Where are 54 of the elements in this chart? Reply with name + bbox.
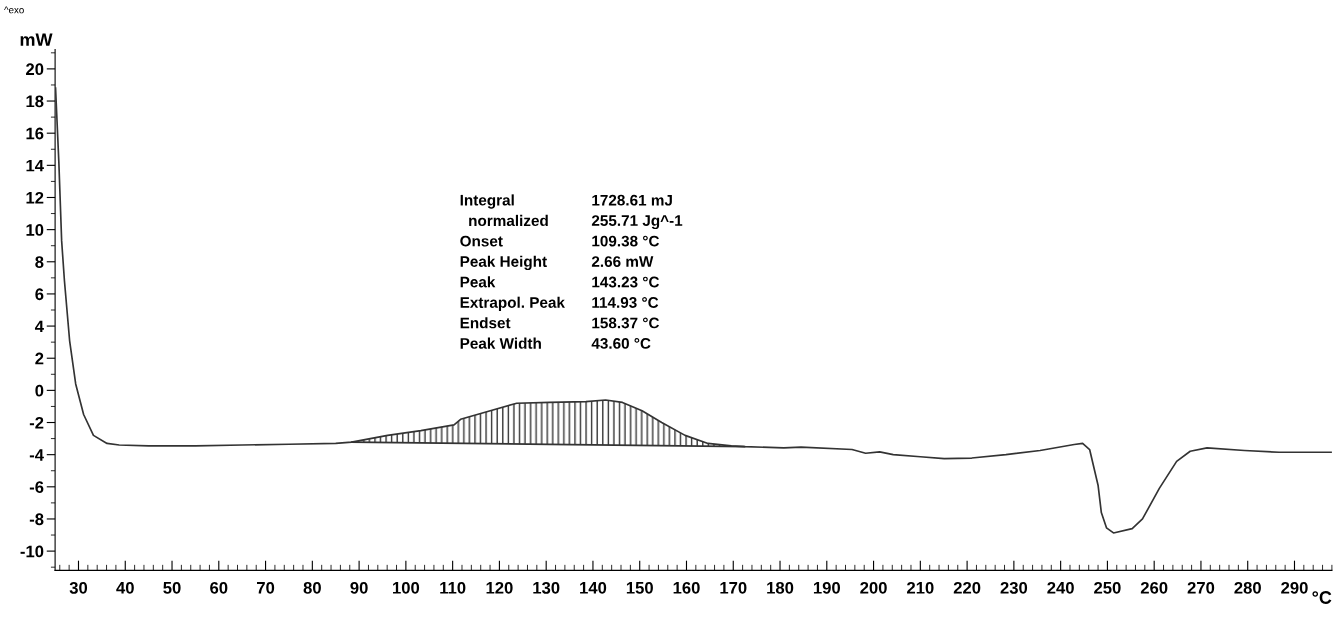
y-axis-title: mW	[20, 33, 53, 46]
x-tick-label: 70	[257, 581, 275, 594]
x-tick-label: 210	[907, 581, 934, 594]
x-tick-label: 80	[303, 581, 321, 594]
y-tick-label: 6	[35, 288, 44, 301]
x-tick-label: 110	[440, 581, 466, 594]
x-tick-label: 230	[1000, 581, 1028, 594]
text: Peak Height 2.66 mW	[460, 255, 654, 271]
x-tick-label: 200	[860, 581, 887, 594]
text: Endset 158.37 °C	[460, 317, 660, 329]
x-tick-label: 190	[813, 581, 841, 594]
x-tick-label: 160	[673, 581, 700, 594]
x-tick-label: 90	[350, 581, 368, 594]
x-tick-label: 150	[626, 581, 653, 594]
y-tick-label: -10	[20, 545, 44, 558]
y-tick-label: 20	[26, 63, 44, 76]
x-axis-title: °C	[1312, 591, 1332, 604]
x-tick-label: 120	[486, 581, 513, 594]
x-tick-label: 30	[69, 581, 88, 594]
text: Extrapol. Peak 114.93 °C	[460, 296, 659, 311]
x-tick-label: 60	[210, 581, 228, 594]
x-tick-label: 40	[116, 581, 134, 594]
y-tick-label: 18	[26, 95, 44, 108]
x-tick-label: 220	[953, 581, 981, 594]
x-tick-label: 260	[1140, 581, 1168, 594]
x-tick-label: 290	[1281, 581, 1308, 594]
x-tick-label: 130	[533, 581, 560, 594]
text: Peak Width 43.60 °C	[460, 337, 651, 349]
y-tick-label: 16	[26, 127, 44, 140]
x-tick-label: 280	[1234, 581, 1261, 594]
y-tick-label: 2	[35, 352, 44, 365]
x-tick-label: 140	[580, 581, 607, 594]
text: Peak 143.23 °C	[460, 276, 660, 288]
text: Integral 1728.61 mJ	[460, 194, 672, 209]
x-tick-label: 270	[1187, 581, 1215, 594]
y-tick-label: 4	[34, 320, 44, 333]
y-tick-label: 0	[35, 384, 44, 397]
x-tick-label: 250	[1094, 581, 1121, 594]
x-tick-label: 180	[767, 581, 794, 594]
y-tick-label: -2	[29, 416, 44, 429]
y-tick-label: -8	[29, 513, 44, 526]
x-tick-label: 100	[393, 581, 420, 594]
text: Onset 109.38 °C	[460, 235, 660, 247]
y-tick-label: 14	[26, 159, 44, 172]
y-tick-label: 10	[26, 224, 44, 236]
x-tick-label: 170	[720, 581, 747, 594]
text: ^exo	[4, 6, 24, 14]
y-tick-label: -6	[29, 481, 44, 494]
text: normalized 255.71 Jg^-1	[469, 214, 683, 230]
x-tick-label: 50	[163, 581, 181, 594]
y-tick-label: 12	[26, 191, 44, 204]
y-tick-label: -4	[29, 449, 44, 461]
x-tick-label: 240	[1047, 581, 1074, 594]
y-tick-label: 8	[35, 256, 44, 268]
